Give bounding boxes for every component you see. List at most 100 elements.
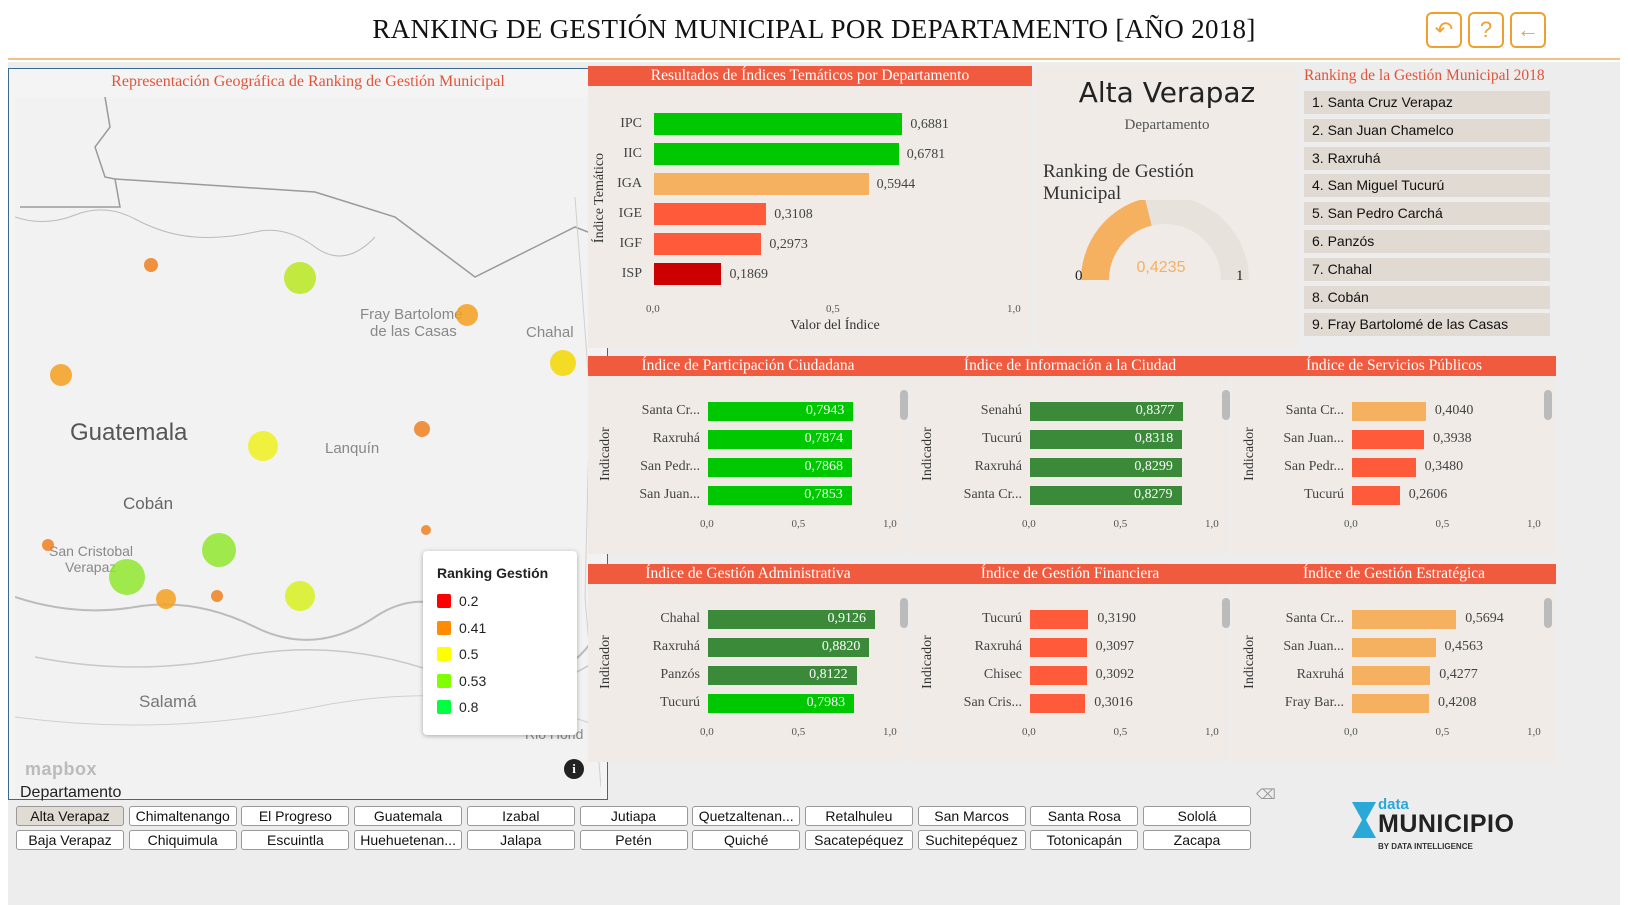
indicator-category-label: Chisec xyxy=(983,667,1022,682)
indicator-bar[interactable] xyxy=(708,486,852,505)
indicator-bar[interactable] xyxy=(708,458,852,477)
back-button[interactable]: ← xyxy=(1510,12,1546,48)
indicator-row2-banner xyxy=(588,564,1556,584)
indicator-bar[interactable] xyxy=(1030,486,1182,505)
department-button[interactable]: Escuintla xyxy=(241,830,350,850)
ranking-list-item[interactable]: 4. San Miguel Tucurú xyxy=(1304,174,1550,198)
indicator-bar[interactable] xyxy=(1352,638,1436,657)
indicator-bar[interactable] xyxy=(1030,430,1183,449)
legend-swatch xyxy=(437,620,451,635)
department-button[interactable]: Chiquimula xyxy=(128,830,237,850)
indicator-bar[interactable] xyxy=(1352,486,1400,505)
map-panel[interactable]: Representación Geográfica de Ranking de … xyxy=(8,68,608,800)
legend-item: 0.5 xyxy=(437,641,563,668)
indicator-bar[interactable] xyxy=(1030,610,1089,629)
eraser-icon[interactable]: ⌫ xyxy=(1256,786,1276,802)
thematic-bar[interactable] xyxy=(654,233,762,255)
indicator-bar[interactable] xyxy=(1030,458,1182,477)
indicator-scrollbar[interactable] xyxy=(900,390,908,420)
undo-button[interactable]: ↶ xyxy=(1426,12,1462,48)
indicator-scrollbar[interactable] xyxy=(1222,390,1230,420)
indicator-scrollbar[interactable] xyxy=(1222,598,1230,628)
department-button[interactable]: Huehuetenan... xyxy=(354,830,463,850)
department-button[interactable]: Jutiapa xyxy=(579,806,688,826)
help-icon: ? xyxy=(1479,17,1493,42)
indicator-bar[interactable] xyxy=(1352,402,1426,421)
indicator-bar[interactable] xyxy=(708,666,857,685)
department-button[interactable]: Alta Verapaz xyxy=(16,806,124,826)
indicator-bar[interactable] xyxy=(1030,666,1087,685)
map-label-lanquin: Lanquín xyxy=(325,440,379,457)
ranking-list-item[interactable]: 3. Raxruhá xyxy=(1304,146,1550,170)
indicator-bar[interactable] xyxy=(1352,694,1429,713)
department-button[interactable]: Jalapa xyxy=(466,830,575,850)
ranking-list-item[interactable]: 5. San Pedro Carchá xyxy=(1304,202,1550,226)
indicator-tick: 1,0 xyxy=(1527,518,1541,530)
indicator-bar-value: 0,8820 xyxy=(821,639,861,654)
map-label-fray-line1: Fray Bartolomé xyxy=(360,306,463,323)
indicator-category-label: Santa Cr... xyxy=(963,487,1022,502)
department-button[interactable]: Zacapa xyxy=(1143,830,1251,850)
indicator-bar-value: 0,7943 xyxy=(805,403,845,418)
indicator-scrollbar[interactable] xyxy=(1544,598,1552,628)
department-button[interactable]: El Progreso xyxy=(241,806,350,826)
department-button[interactable]: Suchitepéquez xyxy=(917,830,1026,850)
legend-swatch xyxy=(437,594,451,609)
department-button[interactable]: Retalhuleu xyxy=(804,806,913,826)
indicator-bar-value: 0,3480 xyxy=(1424,459,1464,474)
department-button[interactable]: Petén xyxy=(579,830,688,850)
thematic-bar[interactable] xyxy=(654,143,899,165)
indicator-bar[interactable] xyxy=(708,694,855,713)
ranking-list-item[interactable]: 8. Cobán xyxy=(1304,285,1550,309)
indicator-bar[interactable] xyxy=(708,610,875,629)
thematic-bar[interactable] xyxy=(654,173,869,195)
thematic-bar[interactable] xyxy=(654,203,767,225)
map-point xyxy=(285,581,315,611)
ranking-list-item[interactable]: 2. San Juan Chamelco xyxy=(1304,118,1550,142)
thematic-category-label: IGA xyxy=(617,176,642,191)
indicator-y-label: Indicador xyxy=(920,427,935,481)
department-button[interactable]: Sacatepéquez xyxy=(804,830,913,850)
indicator-scrollbar[interactable] xyxy=(900,598,908,628)
department-button[interactable]: Chimaltenango xyxy=(128,806,237,826)
indicator-bar[interactable] xyxy=(1352,430,1425,449)
indicator-bar[interactable] xyxy=(1030,694,1086,713)
indicator-bar[interactable] xyxy=(1352,666,1431,685)
map-point xyxy=(109,559,145,595)
indicator-bar[interactable] xyxy=(1030,402,1184,421)
indicator-bar[interactable] xyxy=(1352,610,1457,629)
indicator-tick: 1,0 xyxy=(883,518,897,530)
department-button[interactable]: Totonicapán xyxy=(1030,830,1139,850)
indicator-bar-value: 0,3938 xyxy=(1433,431,1472,446)
department-button[interactable]: Izabal xyxy=(466,806,575,826)
ranking-list-item[interactable]: 1. Santa Cruz Verapaz xyxy=(1304,91,1550,114)
indicator-bar[interactable] xyxy=(708,638,870,657)
indicator-category-label: Chahal xyxy=(660,611,700,626)
ranking-list-item[interactable]: 9. Fray Bartolomé de las Casas xyxy=(1304,313,1550,337)
department-button[interactable]: Guatemala xyxy=(354,806,463,826)
legend-item: 0.2 xyxy=(437,588,563,615)
info-icon[interactable]: i xyxy=(564,759,584,779)
department-button[interactable]: Baja Verapaz xyxy=(16,830,124,850)
indicator-bar[interactable] xyxy=(708,402,854,421)
ranking-list-item[interactable]: 7. Chahal xyxy=(1304,257,1550,281)
indicator-bar[interactable] xyxy=(1030,638,1087,657)
indicator-category-label: Tucurú xyxy=(982,431,1022,446)
department-button[interactable]: Sololá xyxy=(1143,806,1251,826)
ranking-list-item[interactable]: 6. Panzós xyxy=(1304,230,1550,253)
indicator-title: Índice de Gestión Administrativa xyxy=(645,565,851,582)
help-button[interactable]: ? xyxy=(1468,12,1504,48)
indicator-bar[interactable] xyxy=(1352,458,1416,477)
department-button[interactable]: Quetzaltenan... xyxy=(692,806,801,826)
map-label-fray-line2: de las Casas xyxy=(370,323,457,340)
indicator-scrollbar[interactable] xyxy=(1544,390,1552,420)
department-button[interactable]: Quiché xyxy=(692,830,801,850)
map-point xyxy=(202,533,236,567)
department-button[interactable]: Santa Rosa xyxy=(1030,806,1139,826)
department-button[interactable]: San Marcos xyxy=(917,806,1026,826)
thematic-bar[interactable] xyxy=(654,263,722,285)
thematic-bar-value: 0,6781 xyxy=(906,147,946,162)
indicator-bar[interactable] xyxy=(708,430,853,449)
mapbox-logo[interactable]: mapbox xyxy=(25,759,98,779)
thematic-bar[interactable] xyxy=(654,113,903,135)
